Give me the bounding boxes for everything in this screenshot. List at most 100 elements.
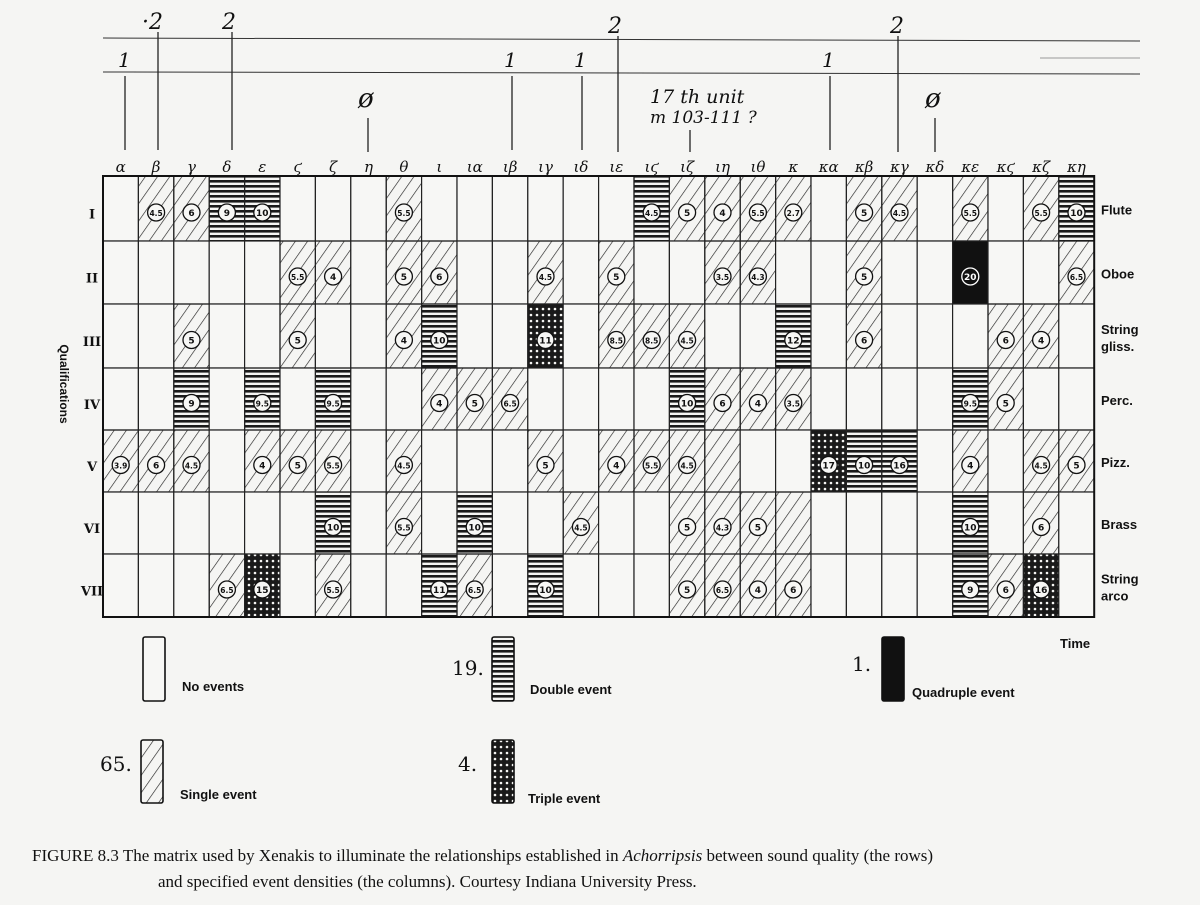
density-circle — [536, 330, 555, 350]
figure-caption: FIGURE 8.3 The matrix used by Xenakis to… — [32, 846, 933, 866]
density-value: 4.5 — [680, 462, 693, 471]
density-circle — [536, 267, 555, 286]
matrix-cell-none — [456, 303, 494, 369]
matrix-cell-none — [491, 429, 529, 493]
matrix-cell-none — [350, 367, 387, 431]
density-circle — [430, 580, 449, 599]
matrix-cell-none — [810, 240, 848, 305]
density-value: 4.3 — [751, 273, 764, 282]
matrix-cell-none — [385, 553, 423, 618]
matrix-cell-none — [456, 429, 494, 493]
column-header: η — [364, 158, 373, 176]
density-value: 10 — [327, 524, 340, 534]
matrix-cell-none — [244, 240, 281, 305]
density-circle — [607, 330, 626, 350]
legend-label: Quadruple event — [912, 685, 1015, 700]
density-circle — [996, 580, 1015, 599]
matrix-cell-none — [810, 491, 848, 555]
density-circle — [854, 267, 874, 286]
density-circle — [961, 393, 980, 413]
density-value: 4 — [755, 586, 761, 596]
density-value: 5 — [684, 586, 690, 596]
density-value: 3.5 — [716, 273, 729, 282]
caption-title: Achorripsis — [622, 846, 703, 865]
density-value: 5.5 — [751, 209, 764, 218]
matrix-cell-none — [421, 491, 458, 555]
density-circle — [500, 393, 520, 413]
column-header: θ — [399, 158, 408, 176]
matrix-border — [102, 175, 1096, 618]
matrix-cell-none — [1022, 367, 1060, 431]
density-circle — [996, 393, 1015, 413]
density-value: 16 — [1035, 586, 1048, 596]
matrix-cell-none — [491, 491, 529, 555]
density-value: 9 — [224, 209, 230, 219]
legend-swatch-single — [140, 739, 164, 804]
density-circle — [784, 580, 803, 599]
row-numeral: VI — [83, 522, 100, 537]
density-circle — [677, 393, 697, 413]
matrix-cell-none — [916, 553, 954, 618]
density-value: 17 — [822, 462, 835, 472]
density-circle — [465, 517, 484, 537]
column-header: ιθ — [750, 158, 765, 176]
density-value: 10 — [256, 209, 269, 219]
row-label: Perc. — [1101, 393, 1133, 408]
matrix-cell-none — [881, 303, 918, 369]
density-value: 3.9 — [114, 462, 127, 471]
density-circle — [748, 580, 768, 599]
matrix-cell-none — [279, 175, 317, 242]
matrix-cell-single — [456, 553, 494, 618]
matrix-cell-none — [350, 175, 387, 242]
density-value: 5.5 — [645, 462, 658, 471]
density-value: 2.7 — [787, 209, 800, 218]
matrix-cell-none — [668, 240, 706, 305]
density-circle — [323, 517, 343, 537]
density-circle — [784, 203, 803, 222]
legend-count: 65. — [100, 752, 132, 776]
matrix-cell-none — [137, 303, 175, 369]
density-circle — [677, 580, 697, 599]
density-circle — [111, 455, 130, 475]
density-circle — [1067, 203, 1086, 222]
column-header: ια — [467, 158, 483, 176]
density-circle — [1031, 330, 1051, 350]
density-circle — [1031, 580, 1051, 599]
top-reference-line — [102, 71, 1141, 75]
matrix-cell-none — [173, 553, 210, 618]
matrix-cell-none — [810, 175, 848, 242]
density-circle — [961, 517, 980, 537]
density-circle — [323, 455, 343, 475]
density-value: 9.5 — [964, 400, 977, 409]
density-value: 4.5 — [645, 209, 658, 218]
density-circle — [146, 455, 166, 475]
matrix-cell-none — [137, 240, 175, 305]
density-circle — [288, 330, 307, 350]
density-value: 5.5 — [326, 462, 339, 471]
row-label: String arco — [1101, 572, 1139, 604]
matrix-cell-single — [704, 429, 741, 493]
density-value: 5 — [684, 209, 690, 219]
density-circle — [182, 330, 201, 350]
density-value: 10 — [468, 524, 481, 534]
density-circle — [1067, 267, 1086, 286]
density-circle — [748, 517, 768, 537]
density-value: 4.5 — [185, 462, 198, 471]
matrix-cell-none — [1058, 367, 1095, 431]
density-circle — [713, 267, 732, 286]
legend-label: Triple event — [528, 791, 601, 806]
row-label: Brass — [1101, 517, 1137, 532]
matrix-cell-none — [208, 367, 246, 431]
matrix-cell-none — [987, 175, 1025, 242]
legend-count: 19. — [452, 656, 484, 680]
matrix-cell-none — [774, 429, 812, 493]
matrix-cell-none — [739, 429, 777, 493]
density-circle — [677, 203, 697, 222]
density-value: 9 — [967, 586, 973, 596]
matrix-cell-none — [314, 303, 352, 369]
column-header: ιγ — [538, 158, 553, 176]
row-numeral: VII — [80, 585, 103, 600]
density-value: 5 — [755, 524, 761, 534]
density-value: 6 — [153, 462, 159, 472]
